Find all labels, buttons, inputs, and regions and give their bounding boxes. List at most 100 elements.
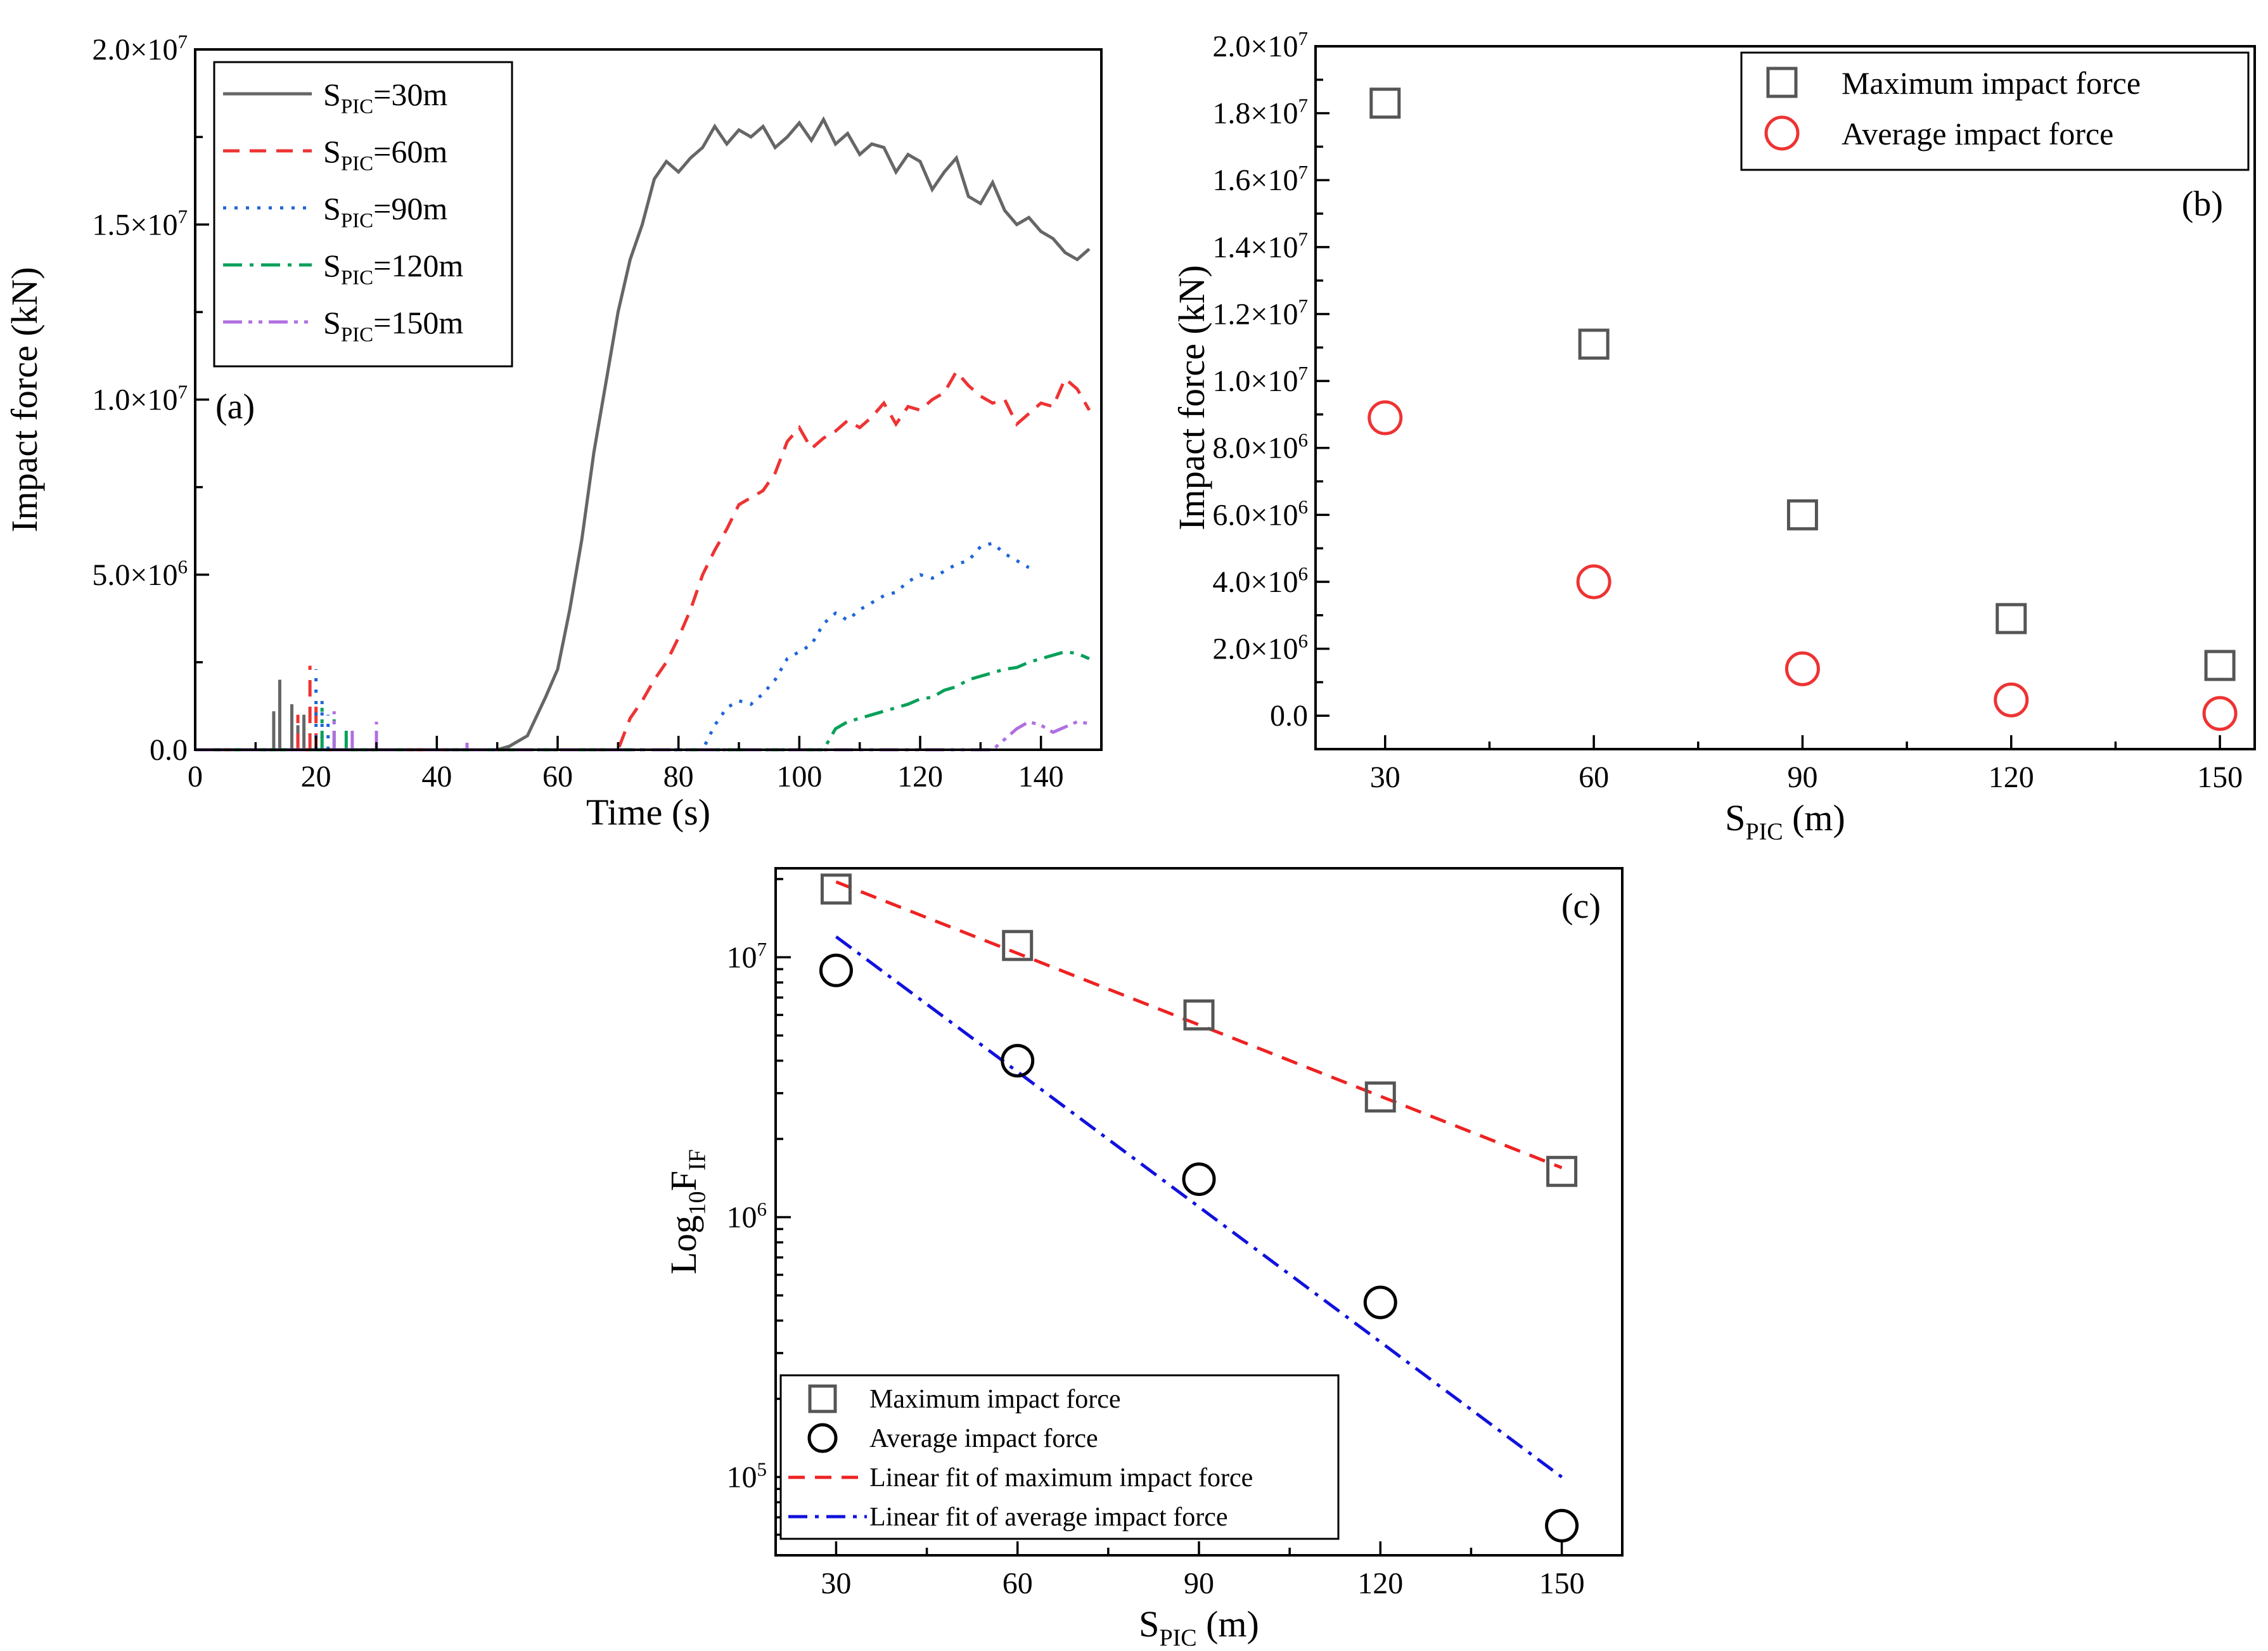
data-point-square	[1578, 328, 1610, 360]
y-axis-label: Impact force (kN)	[4, 267, 45, 532]
y-tick-label: 1.5×107	[92, 205, 188, 241]
x-axis-label: Time (s)	[586, 792, 710, 833]
y-tick-label: 1.6×107	[1212, 161, 1308, 197]
legend-label: Maximum impact force	[1842, 65, 2141, 101]
series-line	[195, 541, 1030, 752]
series-a-1	[195, 369, 1091, 752]
panel-b: 30 60 90 120 150 0.0 2.0×106 4.0×106 6.0×106 8.0×…	[1171, 27, 2256, 845]
y-tick-label: 2.0×107	[92, 30, 188, 67]
x-tick-label: 30	[821, 1567, 851, 1600]
y-tick-label: 0.0	[1270, 699, 1308, 733]
data-point-circle	[1368, 400, 1403, 435]
x-tick-label: 60	[1003, 1567, 1033, 1600]
x-tick-label: 0	[188, 760, 203, 793]
y-tick-label: 1.2×107	[1212, 295, 1308, 331]
x-axis-label: SPIC (m)	[1139, 1603, 1259, 1651]
x-tick-label: 120	[897, 760, 943, 793]
legend-label: Linear fit of average impact force	[869, 1503, 1228, 1532]
x-tick-label: 30	[1370, 761, 1400, 794]
data-point-circle	[2202, 696, 2238, 731]
legend-label: SPIC=150m	[323, 305, 463, 347]
legend-label: SPIC=30m	[323, 77, 447, 119]
legend-box	[213, 61, 513, 368]
y-tick-label: 1.0×107	[1212, 362, 1308, 398]
y-tick-label: 1.8×107	[1212, 94, 1308, 130]
legend-c: Maximum impact force Average impact force…	[779, 1374, 1340, 1540]
y-tick-label: 1.4×107	[1212, 228, 1308, 264]
legend-label: SPIC=60m	[323, 134, 447, 176]
data-point-circle	[1363, 1285, 1397, 1320]
y-tick-label: 4.0×106	[1212, 563, 1308, 599]
series-c-1	[819, 953, 1579, 1543]
legend-label: Linear fit of maximum impact force	[869, 1463, 1253, 1493]
y-tick-label: 2.0×106	[1212, 629, 1308, 665]
x-tick-label: 60	[1579, 761, 1609, 794]
x-tick-label: 90	[1184, 1567, 1214, 1600]
series-b-0	[1369, 87, 2236, 681]
legend-marker	[1766, 67, 1798, 98]
y-tick-label: 106	[727, 1198, 767, 1234]
data-point-circle	[1576, 564, 1611, 600]
legend-label: SPIC=90m	[323, 191, 447, 233]
data-point-square	[1183, 999, 1215, 1031]
x-tick-label: 60	[542, 760, 573, 793]
panel-label-b: (b)	[2182, 184, 2223, 224]
data-point-circle	[819, 953, 853, 987]
legend-b: Maximum impact force Average impact force	[1740, 51, 2250, 171]
y-axis-label: Impact force (kN)	[1171, 265, 1212, 530]
data-point-square	[1369, 87, 1401, 119]
series-c-0	[820, 873, 1578, 1187]
fit-line-2	[835, 880, 1563, 1169]
y-tick-label: 5.0×106	[92, 556, 188, 592]
legend-a: SPIC=30m SPIC=60m SPIC=90m SPIC=120m SPIC=15…	[213, 61, 513, 368]
x-tick-label: 150	[1539, 1567, 1585, 1600]
data-point-square	[1996, 603, 2027, 634]
data-point-circle	[1545, 1508, 1579, 1543]
x-tick-label: 100	[776, 760, 822, 793]
series-line	[195, 650, 1090, 752]
legend-marker	[807, 1423, 838, 1453]
series-b-1	[1368, 400, 2238, 731]
series-line	[195, 720, 1090, 752]
y-axis-label: Log10FIF	[663, 1149, 711, 1275]
data-point-square	[1546, 1155, 1578, 1187]
x-tick-label: 120	[1989, 761, 2034, 794]
data-point-square	[1364, 1081, 1396, 1113]
data-point-square	[2204, 650, 2236, 681]
series-line	[195, 116, 1091, 752]
legend-marker	[1764, 115, 1800, 151]
data-point-circle	[1784, 651, 1820, 686]
plot-frame	[1314, 45, 2256, 750]
data-point-square	[820, 873, 852, 905]
y-tick-label: 8.0×106	[1212, 428, 1308, 465]
y-tick-label: 0.0	[150, 733, 188, 767]
legend-label: Maximum impact force	[869, 1385, 1121, 1414]
y-tick-label: 105	[727, 1458, 767, 1494]
data-point-circle	[1994, 682, 2029, 717]
data-point-circle	[1182, 1162, 1216, 1197]
y-tick-label: 2.0×107	[1212, 27, 1308, 63]
legend-label: Average impact force	[869, 1424, 1098, 1453]
legend-label: Average impact force	[1842, 116, 2113, 151]
data-point-square	[1786, 499, 1818, 530]
legend-box	[1740, 51, 2250, 171]
y-tick-label: 107	[727, 938, 767, 974]
data-point-square	[1002, 930, 1034, 961]
legend-label: SPIC=120m	[323, 248, 463, 290]
x-tick-label: 80	[663, 760, 694, 793]
x-tick-label: 140	[1018, 760, 1064, 793]
x-tick-label: 90	[1787, 761, 1817, 794]
x-tick-label: 120	[1357, 1567, 1403, 1600]
x-tick-label: 40	[421, 760, 452, 793]
y-tick-label: 6.0×106	[1212, 496, 1308, 532]
panel-a: 0 20 40 60 80 100 120 140 0.0 5.0×106 1.0×107 1.5×1…	[4, 30, 1103, 833]
series-a-2	[195, 541, 1030, 752]
y-tick-label: 1.0×107	[92, 380, 188, 416]
data-point-circle	[1001, 1044, 1035, 1078]
series-a-4	[195, 711, 1090, 752]
series-a-3	[195, 650, 1090, 752]
panel-c: 30 60 90 120 150 105 106 107 SPIC (m) Log10FIF (c)…	[663, 867, 1624, 1651]
x-tick-label: 150	[2197, 761, 2243, 794]
legend-box	[779, 1374, 1340, 1540]
